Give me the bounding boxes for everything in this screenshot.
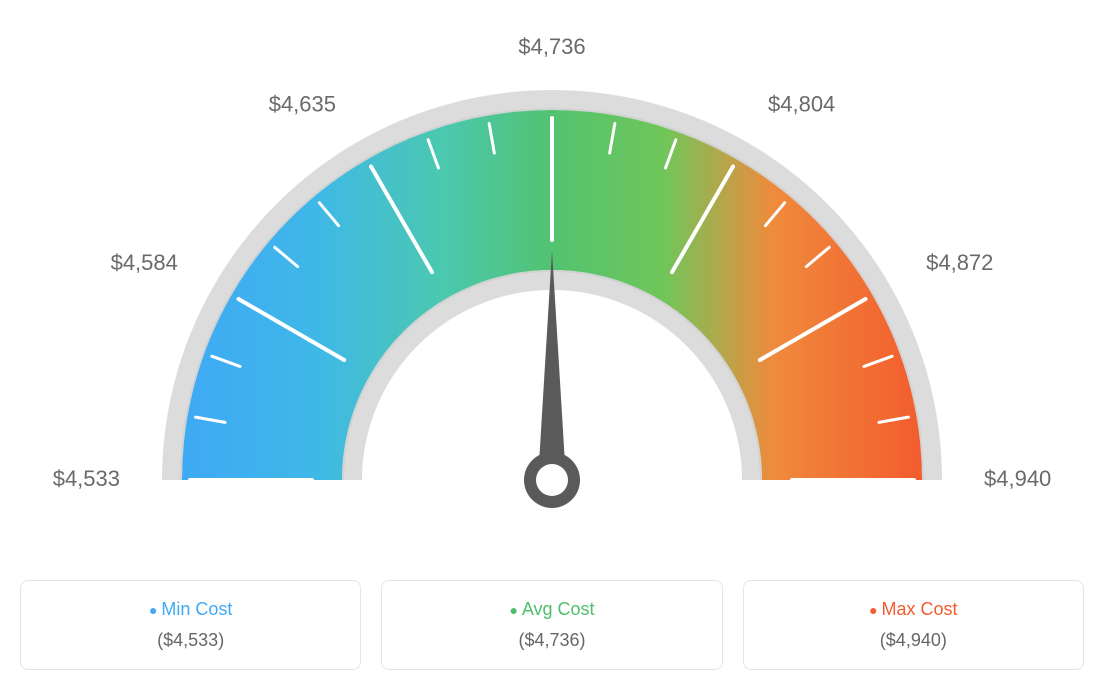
svg-text:$4,584: $4,584 <box>111 250 178 275</box>
legend-max-value: ($4,940) <box>756 630 1071 651</box>
svg-text:$4,872: $4,872 <box>926 250 993 275</box>
svg-text:$4,940: $4,940 <box>984 466 1051 491</box>
legend-card-min: Min Cost ($4,533) <box>20 580 361 670</box>
legend-card-max: Max Cost ($4,940) <box>743 580 1084 670</box>
legend-row: Min Cost ($4,533) Avg Cost ($4,736) Max … <box>20 580 1084 670</box>
legend-card-avg: Avg Cost ($4,736) <box>381 580 722 670</box>
svg-text:$4,804: $4,804 <box>768 92 835 117</box>
gauge-chart: $4,533 $4,584 $4,635 $4,736 $4,804 $4,872 $4,9… <box>20 20 1084 560</box>
legend-min-value: ($4,533) <box>33 630 348 651</box>
legend-min-label: Min Cost <box>33 599 348 620</box>
svg-text:$4,736: $4,736 <box>518 34 585 59</box>
gauge-svg: $4,533 $4,584 $4,635 $4,736 $4,804 $4,872 $4,9… <box>20 20 1084 560</box>
svg-text:$4,635: $4,635 <box>269 92 336 117</box>
legend-avg-value: ($4,736) <box>394 630 709 651</box>
legend-avg-label: Avg Cost <box>394 599 709 620</box>
svg-text:$4,533: $4,533 <box>53 466 120 491</box>
legend-max-label: Max Cost <box>756 599 1071 620</box>
